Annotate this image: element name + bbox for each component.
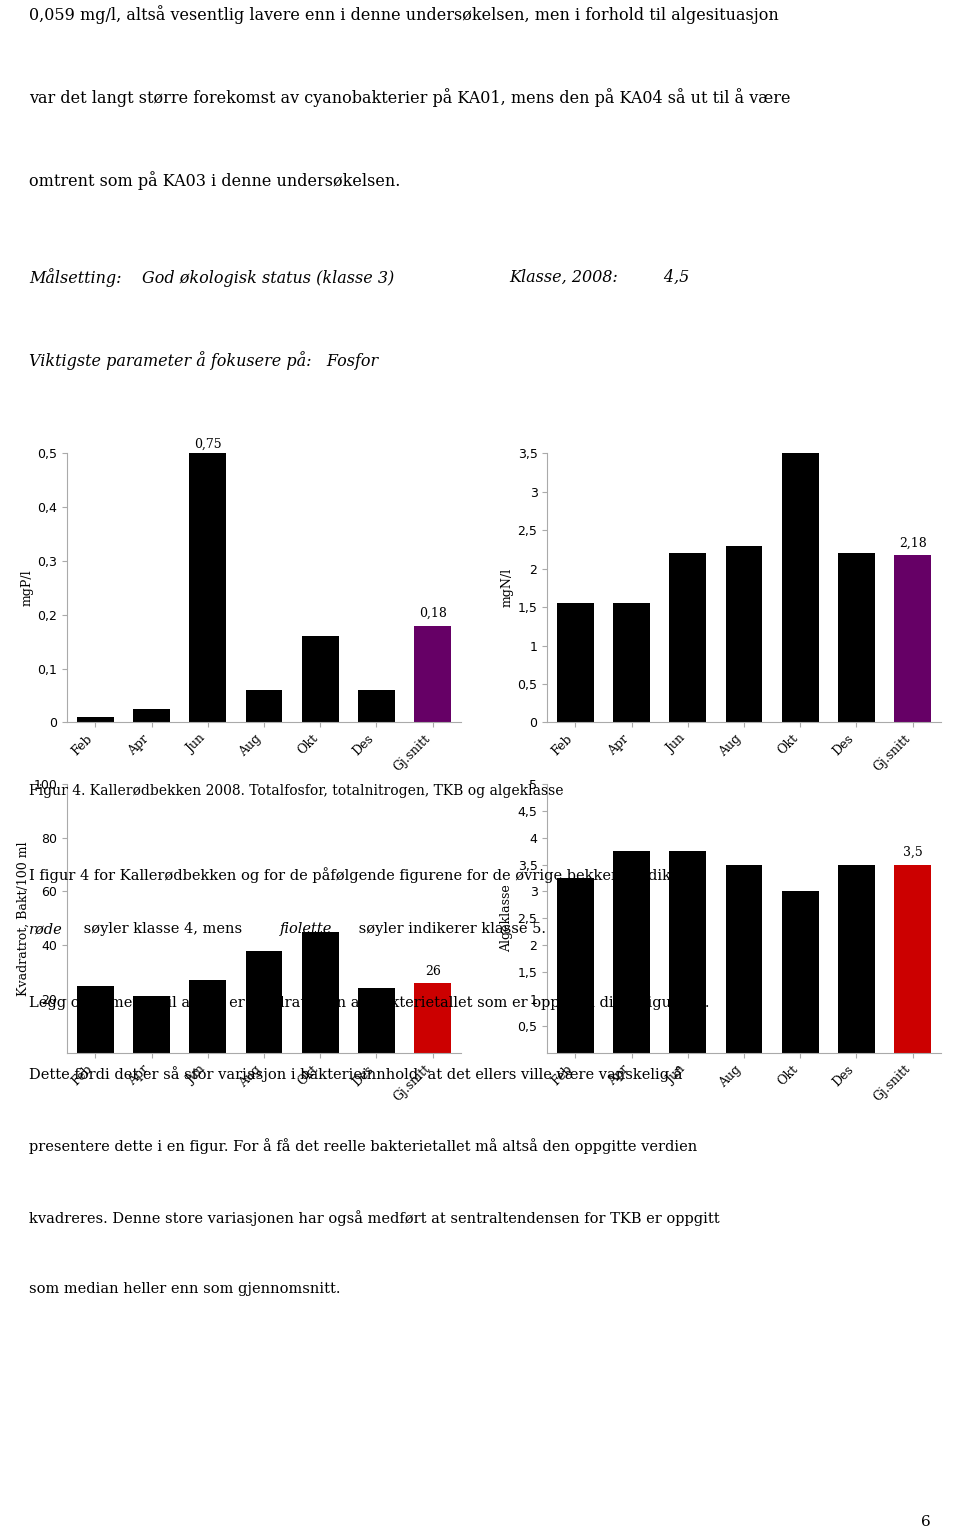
Bar: [669, 851, 706, 1053]
Bar: [358, 988, 395, 1053]
Text: Målsetting:    God økologisk status (klasse 3): Målsetting: God økologisk status (klasse…: [29, 269, 394, 287]
Bar: [77, 985, 113, 1053]
Bar: [302, 931, 339, 1053]
Bar: [613, 851, 650, 1053]
Bar: [669, 553, 706, 722]
Text: fiolette: fiolette: [280, 922, 333, 936]
Bar: [726, 864, 762, 1053]
Bar: [895, 555, 931, 722]
Bar: [415, 626, 451, 722]
Text: Klasse, 2008:         4,5: Klasse, 2008: 4,5: [509, 269, 689, 286]
Text: røde: røde: [29, 922, 62, 936]
Text: 6: 6: [922, 1515, 931, 1529]
Text: 2,18: 2,18: [899, 536, 926, 549]
Y-axis label: mgN/l: mgN/l: [500, 569, 514, 607]
Bar: [838, 553, 875, 722]
Text: Legg også merke til at det er kvadratroten av bakterietallet som er oppgitt i di: Legg også merke til at det er kvadratrot…: [29, 994, 709, 1010]
Text: 26: 26: [424, 965, 441, 978]
Bar: [133, 996, 170, 1053]
Bar: [557, 878, 593, 1053]
Bar: [246, 950, 282, 1053]
Bar: [726, 546, 762, 722]
Bar: [782, 891, 819, 1053]
Text: som median heller enn som gjennomsnitt.: som median heller enn som gjennomsnitt.: [29, 1282, 340, 1296]
Text: 3,5: 3,5: [902, 847, 923, 859]
Bar: [782, 453, 819, 722]
Text: 0,18: 0,18: [419, 607, 446, 619]
Text: 0,75: 0,75: [194, 438, 222, 450]
Text: kvadreres. Denne store variasjonen har også medført at sentraltendensen for TKB : kvadreres. Denne store variasjonen har o…: [29, 1210, 719, 1227]
Text: søyler indikerer klasse 5.: søyler indikerer klasse 5.: [354, 922, 546, 936]
Bar: [415, 984, 451, 1053]
Text: -: -: [350, 1047, 363, 1059]
Text: 0,059 mg/l, altså vesentlig lavere enn i denne undersøkelsen, men i forhold til : 0,059 mg/l, altså vesentlig lavere enn i…: [29, 6, 779, 25]
Text: Figur 4. Kallerødbekken 2008. Totalfosfor, totalnitrogen, TKB og algeklasse: Figur 4. Kallerødbekken 2008. Totalfosfo…: [29, 784, 564, 798]
Text: omtrent som på KA03 i denne undersøkelsen.: omtrent som på KA03 i denne undersøkelse…: [29, 172, 400, 191]
Bar: [133, 709, 170, 722]
Text: Viktigste parameter å fokusere på:   Fosfor: Viktigste parameter å fokusere på: Fosfo…: [29, 352, 378, 370]
Bar: [189, 453, 226, 722]
Bar: [246, 690, 282, 722]
Bar: [613, 603, 650, 722]
Text: Dette fordi det er så stor variasjon i bakterieinnhold, at det ellers ville være: Dette fordi det er så stor variasjon i b…: [29, 1067, 683, 1082]
Text: I figur 4 for Kallerødbekken og for de påfølgende figurene for de øvrige bekkene: I figur 4 for Kallerødbekken og for de p…: [29, 867, 702, 882]
Bar: [77, 716, 113, 722]
Bar: [189, 981, 226, 1053]
Bar: [302, 636, 339, 722]
Y-axis label: Algeklasse: Algeklasse: [500, 884, 514, 953]
Y-axis label: mgP/l: mgP/l: [20, 570, 34, 606]
Bar: [895, 864, 931, 1053]
Y-axis label: Kvadratrot, Bakt/100 ml: Kvadratrot, Bakt/100 ml: [16, 841, 30, 996]
Text: søyler klasse 4, mens: søyler klasse 4, mens: [79, 922, 247, 936]
Text: var det langt større forekomst av cyanobakterier på KA01, mens den på KA04 så ut: var det langt større forekomst av cyanob…: [29, 89, 790, 108]
Bar: [358, 690, 395, 722]
Text: presentere dette i en figur. For å få det reelle bakterietallet må altså den opp: presentere dette i en figur. For å få de…: [29, 1137, 697, 1154]
Bar: [838, 864, 875, 1053]
Bar: [557, 603, 593, 722]
